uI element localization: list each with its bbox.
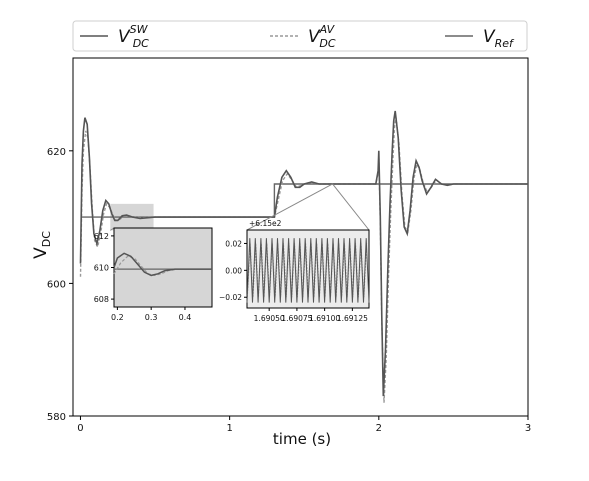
main-lines <box>79 110 528 403</box>
connector-line <box>246 183 333 231</box>
connector-line <box>332 183 370 231</box>
legend-label: VAV DC <box>308 23 336 50</box>
main-ticks: 0 1 2 3 580 600 620 <box>47 147 531 434</box>
x-tick-label: 2 <box>376 423 382 434</box>
inset2-x-tick-label: 1.69100 <box>309 314 340 323</box>
inset2-y-tick-label: −0.02 <box>219 293 242 302</box>
inset2-offset-text: +6.15e2 <box>249 219 282 228</box>
inset1-y-tick-label: 612 <box>94 232 109 241</box>
inset2-x-tick-label: 1.69075 <box>281 314 312 323</box>
inset1-frame <box>113 227 213 308</box>
inset2-y-tick-label: 0.02 <box>225 239 242 248</box>
inset1-line-av <box>113 255 212 277</box>
inset-plot-1: 0.2 0.3 0.4 608 610 612 <box>94 227 213 322</box>
inset1-y-tick-label: 608 <box>94 295 109 304</box>
legend-label: VRef <box>483 27 515 50</box>
y-tick-label: 600 <box>47 279 66 290</box>
x-tick-label: 0 <box>77 423 83 434</box>
inset2-y-tick-label: 0.00 <box>225 266 242 275</box>
inset1-x-tick-label: 0.2 <box>111 313 124 322</box>
x-tick-label: 3 <box>525 423 531 434</box>
inset2-line-sw <box>246 238 370 303</box>
x-axis-label: time (s) <box>273 430 331 448</box>
x-tick-label: 1 <box>226 423 232 434</box>
connector-line <box>110 227 115 231</box>
inset1-x-tick-label: 0.4 <box>179 313 192 322</box>
inset1-x-tick-label: 0.3 <box>145 313 158 322</box>
legend-label: VSW DC <box>118 23 149 50</box>
series-line-sw <box>79 110 528 397</box>
inset2-x-tick-label: 1.69050 <box>254 314 285 323</box>
y-tick-label: 580 <box>47 412 66 423</box>
main-plot-frame <box>72 57 529 417</box>
inset1-line-sw <box>113 252 212 277</box>
inset2-x-tick-label: 1.69125 <box>337 314 368 323</box>
legend-box <box>72 20 528 52</box>
y-axis-label: VDC <box>31 231 53 259</box>
legend: VSW DC VAV DC VRef <box>80 23 515 50</box>
inset1-y-tick-label: 610 <box>94 264 109 273</box>
y-tick-label: 620 <box>47 147 66 158</box>
